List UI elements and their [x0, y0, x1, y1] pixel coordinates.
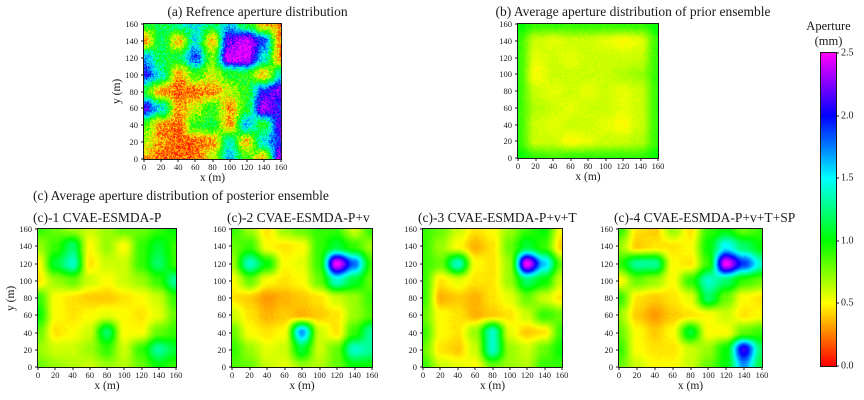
panel-a: (a) Refrence aperture distribution y (m)…	[111, 4, 348, 184]
panel-c1: (c)-1 CVAE-ESMDA-P y (m) 0 20 40 60 80 100 120…	[5, 210, 182, 392]
panel-b-y-axis-ticks: 0 20 40 60 80 100 120 140 160	[484, 19, 518, 163]
panel-c3-x-axis-ticks: 0 20 40 60 80 100 120 140 160	[421, 367, 568, 383]
panel-c3: (c)-3 CVAE-ESMDA-P+v+T 0 20 40 60 80 100 120 14…	[404, 210, 576, 392]
panel-a-x-axis-ticks: 0 20 40 60 80 100 120 140 160	[142, 159, 287, 175]
panel-c1-x-axis-label: x (m)	[94, 380, 120, 392]
colorbar-title: Aperture (mm)	[806, 19, 850, 50]
panel-c1-x-axis-ticks: 0 20 40 60 80 100 120 140 160	[36, 367, 182, 383]
panel-a-title: (a) Refrence aperture distribution	[167, 4, 348, 20]
panel-a-x-axis-label: x (m)	[199, 172, 226, 184]
panel-c3-heatmap	[423, 229, 562, 367]
panel-c3-x-axis-label: x (m)	[479, 380, 506, 392]
colorbar-title-line2: (mm)	[814, 34, 843, 49]
panel-b-x-axis-ticks: 0 20 40 60 80 100 120 140 160	[516, 158, 664, 174]
panel-c4-x-axis-label: x (m)	[677, 380, 704, 392]
panel-b-title: (b) Average aperture distribution of pri…	[495, 4, 771, 20]
colorbar: Aperture (mm) 2.5 2.0 1.5 1.0 0.5 0.0	[806, 19, 853, 372]
panel-c1-heatmap	[38, 229, 176, 367]
panel-c2-heatmap	[232, 229, 372, 367]
colorbar-ticks: 2.5 2.0 1.5 1.0 0.5 0.0	[836, 48, 862, 372]
panel-b-heatmap	[518, 24, 658, 158]
panel-c4-heatmap	[619, 229, 762, 367]
panel-c2-x-axis-ticks: 0 20 40 60 80 100 120 140 160	[230, 367, 378, 383]
panel-c1-y-axis-ticks: 0 20 40 60 80 100 120 140 160	[4, 224, 38, 372]
panel-a-heatmap	[144, 24, 281, 159]
panel-a-y-axis-ticks: 0 20 40 60 80 100 120 140 160	[110, 19, 144, 164]
panel-c4-title: (c)-4 CVAE-ESMDA-P+v+T+SP	[614, 210, 796, 226]
section-c-header: (c) Average aperture distribution of pos…	[33, 188, 329, 203]
panel-c2: (c)-2 CVAE-ESMDA-P+v 0 20 40 60 80 100 120 140 1…	[213, 210, 378, 392]
panel-c2-title: (c)-2 CVAE-ESMDA-P+v	[227, 210, 370, 226]
colorbar-title-line1: Aperture	[806, 18, 851, 33]
panel-c2-y-axis-ticks: 0 20 40 60 80 100 120 140 160	[198, 224, 232, 372]
colorbar-gradient	[821, 53, 836, 366]
panel-b-x-axis-label: x (m)	[575, 171, 601, 183]
panel-c3-y-axis-ticks: 0 20 40 60 80 100 120 140 160	[389, 224, 423, 372]
panel-c2-x-axis-label: x (m)	[289, 380, 315, 392]
panel-b: (b) Average aperture distribution of pri…	[496, 4, 771, 183]
panel-c4-x-axis-ticks: 0 20 40 60 80 100 120 140 160	[617, 367, 768, 383]
panel-c4: (c)-4 CVAE-ESMDA-P+v+T+SP 0 20 40 60 80 100 12…	[600, 210, 795, 392]
panel-c4-y-axis-ticks: 0 20 40 60 80 100 120 140 160	[585, 224, 619, 372]
panel-c3-title: (c)-3 CVAE-ESMDA-P+v+T	[418, 210, 577, 226]
panel-c1-title: (c)-1 CVAE-ESMDA-P	[33, 210, 162, 226]
